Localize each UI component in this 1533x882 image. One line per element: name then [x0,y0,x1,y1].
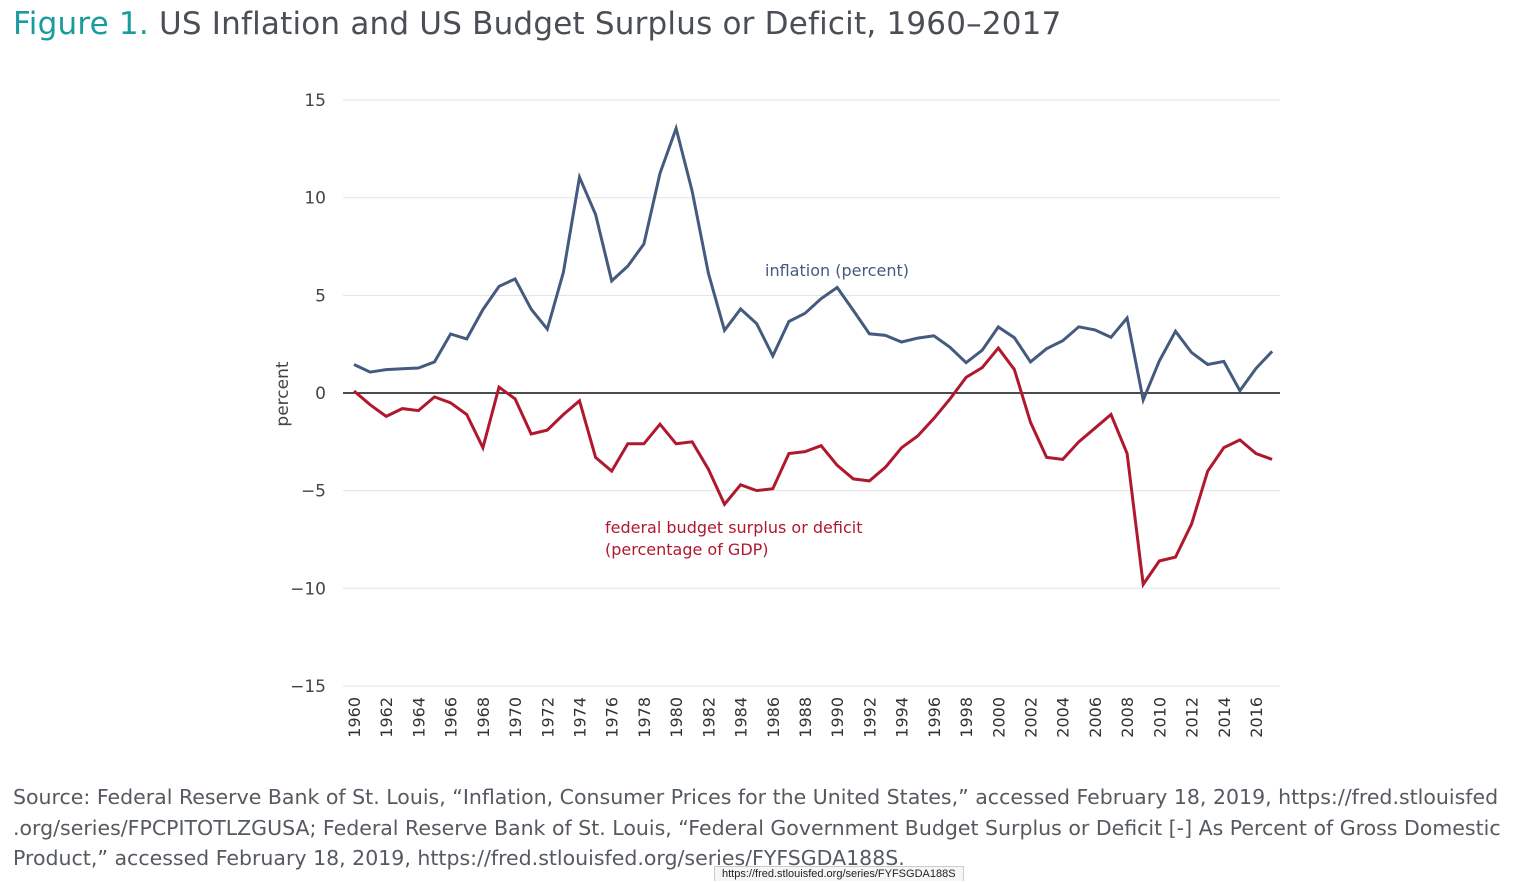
x-tick-label: 1992 [860,697,879,738]
y-tick-label: −15 [290,677,326,697]
x-tick-label: 1998 [957,697,976,738]
series-lines [353,123,1274,589]
deficit-annotation-line1: federal budget surplus or deficit [605,518,862,537]
x-tick-label: 1960 [345,697,364,738]
x-tick-label: 2014 [1215,697,1234,738]
figure-title: Figure 1. US Inflation and US Budget Sur… [13,6,1062,42]
x-tick-label: 1978 [635,697,654,738]
y-tick-label: 10 [304,189,326,209]
x-tick-label: 1970 [506,697,525,738]
x-tick-label: 2010 [1150,697,1169,738]
x-tick-label: 1994 [893,697,912,738]
source-note: Source: Federal Reserve Bank of St. Loui… [13,785,1501,870]
x-tick-label: 1980 [667,697,686,738]
x-tick-label: 1968 [474,697,493,738]
y-axis-ticks: 15 10 5 0 −5 −10 −15 [290,91,326,697]
deficit-annotation-line2: (percentage of GDP) [605,540,769,559]
x-tick-label: 2012 [1183,697,1202,738]
link-tooltip: https://fred.stlouisfed.org/series/FYFSG… [714,866,964,881]
y-tick-label: 5 [315,286,326,306]
x-tick-label: 1984 [732,697,751,738]
x-tick-label: 2000 [989,697,1008,738]
x-tick-label: 1988 [796,697,815,738]
x-tick-label: 2008 [1118,697,1137,738]
inflation-annotation: inflation (percent) [765,261,909,280]
x-tick-label: 2006 [1086,697,1105,738]
x-tick-label: 2002 [1021,697,1040,738]
x-tick-label: 1966 [442,697,461,738]
y-tick-label: 0 [315,384,326,404]
inflation-line [353,123,1274,406]
x-tick-label: 1996 [925,697,944,738]
y-tick-label: 15 [304,91,326,111]
x-tick-label: 1986 [764,697,783,738]
x-tick-label: 1962 [377,697,396,738]
x-tick-label: 2016 [1247,697,1266,738]
x-tick-label: 1972 [538,697,557,738]
figure-label: Figure 1. [13,6,149,42]
y-tick-label: −10 [290,579,326,599]
figure-title-text: US Inflation and US Budget Surplus or De… [158,6,1062,42]
x-tick-label: 2004 [1054,697,1073,738]
y-tick-label: −5 [301,482,326,502]
x-axis-ticks: 1960 1962 1964 1966 1968 1970 1972 1974 1976 1978… [345,697,1266,738]
x-tick-label: 1964 [409,697,428,738]
gridlines [343,99,1280,687]
x-tick-label: 1976 [603,697,622,738]
x-tick-label: 1974 [570,697,589,738]
budget-deficit-line [353,345,1273,589]
y-axis-label: percent [273,361,293,426]
x-tick-label: 1982 [699,697,718,738]
x-tick-label: 1990 [828,697,847,738]
